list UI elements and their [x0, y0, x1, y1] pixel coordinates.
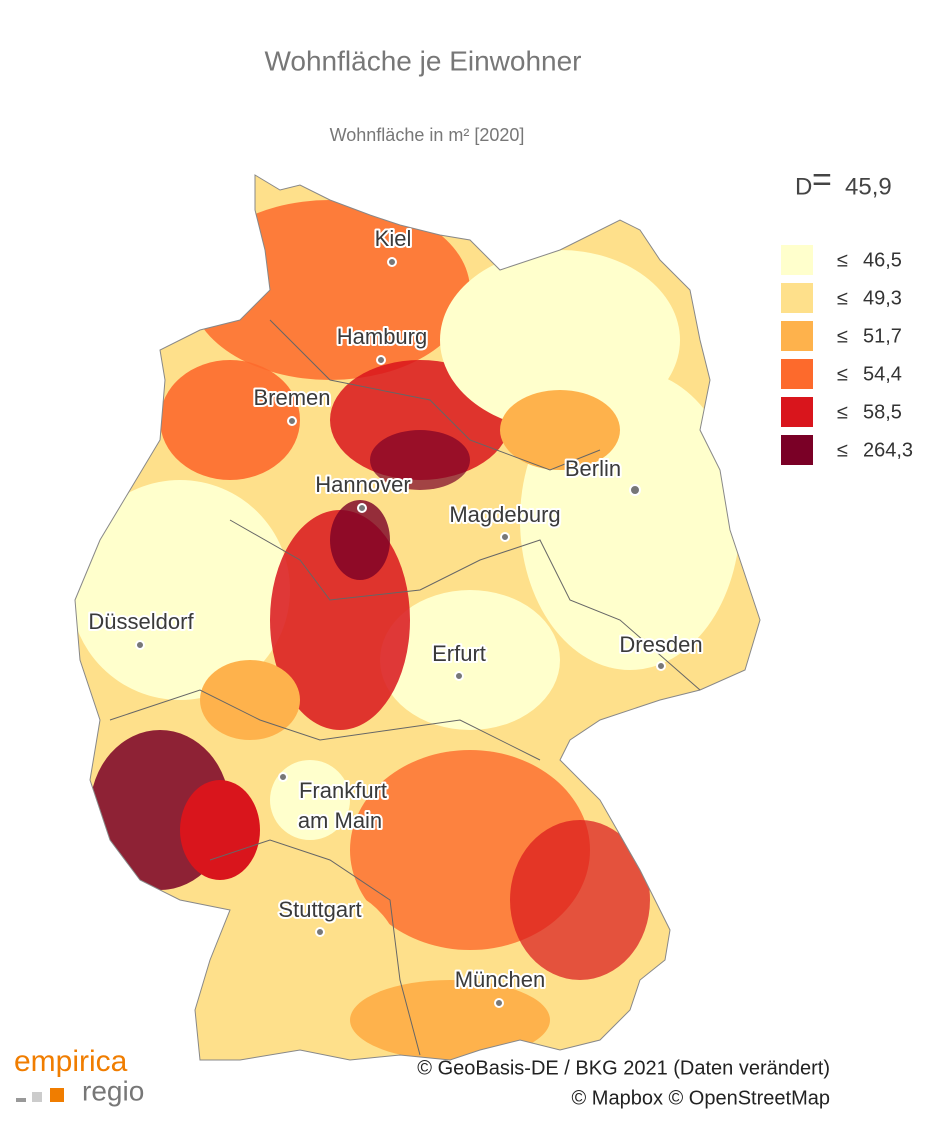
logo-brand: empirica	[14, 1045, 128, 1078]
city-label: Hamburg	[337, 324, 427, 349]
city-labels: Kiel Hamburg Bremen Hannover Berlin Magd…	[86, 224, 705, 1008]
legend-label: 54,4	[863, 363, 902, 385]
legend-label: 51,7	[863, 325, 902, 347]
city-dot	[629, 484, 641, 496]
choropleth	[75, 175, 760, 1060]
city-label: Erfurt	[432, 641, 486, 666]
city-dot	[278, 772, 288, 782]
city-label: Frankfurt	[299, 778, 387, 803]
city-dot	[376, 355, 386, 365]
city-label: Stuttgart	[278, 897, 361, 922]
city-dot	[454, 671, 464, 681]
legend-symbol: ≤	[837, 325, 848, 347]
legend-label: 58,5	[863, 401, 902, 423]
city-label: am Main	[298, 808, 382, 833]
city-dot	[494, 998, 504, 1008]
legend-swatch	[781, 397, 813, 427]
average-sign: =	[812, 161, 832, 199]
city-label: München	[455, 967, 546, 992]
legend-symbol: ≤	[837, 401, 848, 423]
city-dot	[315, 927, 325, 937]
legend-swatch	[781, 359, 813, 389]
city-dot	[387, 257, 397, 267]
city-dot	[656, 661, 666, 671]
title: Wohnfläche je Einwohner	[264, 45, 581, 76]
legend-symbol: ≤	[837, 439, 848, 461]
average-value: 45,9	[845, 173, 892, 200]
legend-symbol: ≤	[837, 249, 848, 271]
state-borders	[109, 319, 701, 1056]
attribution-line: © GeoBasis-DE / BKG 2021 (Daten veränder…	[417, 1057, 830, 1079]
logo: empirica regio	[14, 1045, 144, 1106]
legend-label: 264,3	[863, 439, 913, 461]
city-dot	[500, 532, 510, 542]
legend-label: 49,3	[863, 287, 902, 309]
city-dot	[287, 416, 297, 426]
attribution-line: © Mapbox © OpenStreetMap	[572, 1087, 831, 1109]
legend-swatch	[781, 321, 813, 351]
city-label: Kiel	[375, 226, 412, 251]
logo-product: regio	[82, 1075, 144, 1106]
legend-swatch	[781, 245, 813, 275]
city-label: Bremen	[253, 385, 330, 410]
city-dot	[135, 640, 145, 650]
city-dot	[357, 503, 367, 513]
city-label: Dresden	[619, 632, 702, 657]
city-label: Düsseldorf	[88, 609, 194, 634]
average: D = 45,9	[795, 161, 892, 200]
legend-label: 46,5	[863, 249, 902, 271]
legend-symbol: ≤	[837, 287, 848, 309]
attribution: © GeoBasis-DE / BKG 2021 (Daten veränder…	[417, 1057, 830, 1109]
legend-swatch	[781, 283, 813, 313]
average-label: D	[795, 173, 812, 200]
city-label: Berlin	[565, 456, 621, 481]
subtitle: Wohnfläche in m² [2020]	[330, 125, 525, 145]
legend: ≤46,5 ≤ 49,3 ≤ 51,7 ≤ 54,4 ≤ 58,5 ≤ 264,3	[781, 245, 913, 465]
city-label: Magdeburg	[449, 502, 560, 527]
legend-symbol: ≤	[837, 363, 848, 385]
legend-swatch	[781, 435, 813, 465]
city-label: Hannover	[315, 472, 410, 497]
